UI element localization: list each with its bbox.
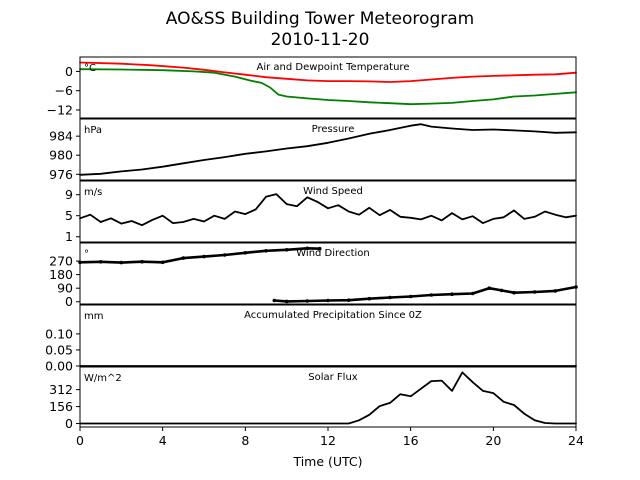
figure-title-line2: 2010-11-20 — [271, 30, 370, 50]
wind_dir-series-0-point-8 — [243, 251, 248, 255]
wind_dir-series-1-point-14 — [532, 290, 537, 294]
solar-ytick-label-0: 0 — [65, 416, 73, 431]
x-axis-label: Time (UTC) — [292, 454, 362, 469]
wind_speed-ytick-label-1: 5 — [65, 208, 73, 223]
temp-frame — [79, 56, 577, 119]
wind_dir-series-1-point-3 — [326, 298, 330, 303]
solar-unit-label: W/m^2 — [84, 373, 122, 384]
x-tick-label-0: 0 — [76, 433, 84, 448]
temp-series-1-line — [79, 68, 577, 106]
panel-solar: 0 156 312 W/m^2 Solar Flux — [49, 366, 577, 431]
panel-wind_speed: 1 5 9 m/s Wind Speed — [65, 180, 577, 244]
wind_speed-series-0-line — [79, 193, 577, 227]
precip-frame — [79, 304, 577, 367]
x-tick-label-4: 16 — [403, 433, 419, 448]
precip-ytick-label-0: 0.00 — [45, 359, 73, 374]
precip-ytick-label-2: 0.10 — [45, 326, 73, 341]
pressure-ytick-label-2: 984 — [49, 129, 73, 144]
wind_dir-series-1-point-12 — [499, 288, 504, 293]
precip-ytick-label-1: 0.05 — [45, 342, 73, 357]
wind_dir-series-1-point-2 — [305, 299, 310, 303]
pressure-ytick-label-0: 976 — [49, 167, 73, 182]
wind_dir-series-0-point-6 — [202, 254, 206, 259]
wind_dir-series-0-point-1 — [98, 260, 103, 264]
panels-group: 0−6−12°C Air and Dewpoint Temperature9769… — [45, 56, 578, 431]
wind_dir-series-1-point-15 — [553, 289, 558, 293]
x-tick-label-3: 12 — [320, 433, 336, 448]
wind_dir-series-0-point-11 — [305, 246, 310, 251]
solar-ytick-label-1: 156 — [49, 399, 73, 414]
x-axis: 0 4 8 12 16 20 24 — [76, 433, 584, 448]
wind_dir-series-1-point-0 — [272, 298, 277, 303]
wind_dir-series-1-point-7 — [408, 294, 413, 299]
wind_dir-series-0-point-12 — [317, 246, 322, 251]
panel-temp: 0 −6 −12 °C Air and Dewpoint Temperature — [47, 56, 577, 119]
wind_dir-series-0-point-10 — [284, 248, 289, 252]
panel-precip: 0.00 0.050.10 mm Accumulated Precipitation … — [45, 304, 577, 374]
figure-title-line1: AO&SS Building Tower Meteorogram — [166, 9, 474, 29]
pressure-ytick-label-1: 980 — [49, 148, 73, 163]
wind_dir-series-1-point-11 — [487, 286, 492, 291]
temp-ytick-label-1: −6 — [55, 83, 73, 98]
pressure-unit-label: hPa — [84, 125, 102, 136]
temp-ytick-label-2: −12 — [47, 102, 73, 117]
solar-ytick-label-2: 312 — [49, 382, 73, 397]
temp-ytick-label-0: 0 — [65, 64, 73, 79]
wind_dir-ytick-label-1: 90 — [57, 281, 73, 296]
wind_dir-series-0-line — [78, 247, 322, 264]
pressure-series-0-line — [79, 123, 577, 176]
wind_dir-series-0-point-9 — [264, 249, 268, 253]
wind_dir-series-0-point-7 — [222, 253, 227, 257]
precip-panel-title: Accumulated Precipitation Since 0Z — [244, 310, 422, 321]
wind_dir-series-1-point-13 — [512, 290, 516, 295]
wind_speed-ytick-label-0: 1 — [65, 229, 73, 244]
wind_dir-series-0-point-4 — [160, 260, 165, 265]
wind_dir-series-1-point-8 — [429, 293, 434, 297]
wind_dir-series-1-line — [272, 285, 578, 303]
pressure-panel-title: Pressure — [312, 124, 355, 135]
wind_speed-unit-label: m/s — [84, 187, 102, 198]
x-tick-label-5: 20 — [485, 433, 501, 448]
solar-series-0-line — [79, 371, 577, 425]
wind_dir-unit-label: ° — [84, 249, 89, 260]
pressure-frame — [79, 118, 577, 181]
wind_speed-ytick-label-2: 9 — [65, 187, 73, 202]
wind_dir-ytick-label-0: 0 — [65, 294, 73, 309]
wind_dir-series-1-point-9 — [450, 292, 454, 297]
wind_dir-series-0-point-2 — [119, 260, 124, 265]
wind_dir-frame — [79, 242, 577, 305]
wind_dir-panel-title: Wind Direction — [296, 248, 370, 259]
x-tick-label-6: 24 — [568, 433, 584, 448]
wind_dir-series-1-point-5 — [367, 296, 372, 301]
wind_speed-panel-title: Wind Speed — [303, 186, 363, 197]
panel-pressure: 976 980 984 hPa Pressure — [49, 118, 577, 182]
wind_speed-frame — [79, 180, 577, 243]
wind_dir-series-1-point-6 — [388, 295, 392, 300]
temp-series-0-line — [79, 61, 577, 83]
wind_dir-series-1-point-1 — [284, 299, 289, 304]
solar-panel-title: Solar Flux — [308, 372, 358, 383]
temp-panel-title: Air and Dewpoint Temperature — [257, 62, 410, 73]
wind_dir-series-1-point-4 — [346, 298, 351, 303]
wind_dir-series-0-point-5 — [181, 256, 186, 260]
x-tick-label-1: 4 — [159, 433, 167, 448]
temp-unit-label: °C — [84, 63, 96, 74]
wind_dir-series-0-point-3 — [140, 259, 144, 264]
precip-unit-label: mm — [84, 311, 103, 322]
wind_dir-ytick-label-2: 180 — [49, 267, 73, 282]
wind_dir-series-1-point-10 — [470, 291, 475, 296]
wind_dir-ytick-label-3: 270 — [49, 254, 73, 269]
x-tick-label-2: 8 — [241, 433, 249, 448]
